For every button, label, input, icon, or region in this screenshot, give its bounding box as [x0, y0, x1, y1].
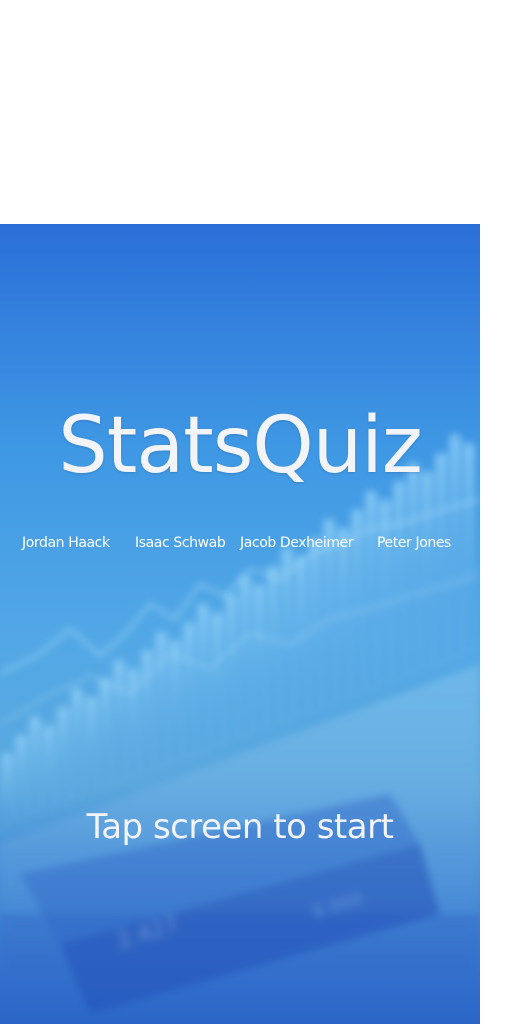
background-bar	[295, 556, 307, 716]
background-bar	[435, 453, 447, 664]
chart-background-art: 2.427 8.994	[0, 434, 480, 1024]
background-bar	[15, 735, 27, 820]
background-bar	[99, 678, 111, 789]
background-bar	[197, 603, 209, 752]
background-bar	[267, 565, 279, 726]
background-bar	[43, 725, 55, 809]
background-bar	[141, 650, 153, 773]
background-bar	[323, 519, 335, 705]
background-bar	[211, 612, 223, 747]
background-bar	[113, 660, 125, 783]
background-bar	[379, 499, 391, 685]
background-bar	[155, 632, 167, 768]
background-bar	[463, 443, 475, 653]
background-bar	[1, 753, 13, 825]
background-bar	[421, 471, 433, 669]
background-bar	[449, 434, 461, 659]
background-bar	[183, 622, 195, 757]
background-bar	[127, 668, 139, 778]
author-name: Isaac Schwab	[135, 535, 226, 551]
background-bar	[407, 462, 419, 674]
author-name: Peter Jones	[377, 535, 451, 551]
background-bar	[365, 491, 377, 690]
background-bar	[253, 584, 265, 731]
background-bar	[337, 527, 349, 700]
background-bar	[29, 716, 41, 815]
background-bar	[239, 575, 251, 737]
background-bar	[85, 697, 97, 794]
author-name: Jacob Dexheimer	[240, 535, 354, 551]
background-bar	[351, 509, 363, 695]
background-bar	[309, 537, 321, 711]
tap-to-start-prompt: Tap screen to start	[86, 807, 394, 847]
background-bar	[393, 481, 405, 679]
background-bar	[169, 640, 181, 763]
background-bar	[71, 688, 83, 799]
author-name: Jordan Haack	[22, 535, 110, 551]
background-bar	[281, 547, 293, 721]
background-bar	[225, 594, 237, 742]
splash-screen[interactable]: 2.427 8.994 StatsQuiz Jordan Haack Isaac…	[0, 224, 480, 1024]
background-bar	[57, 706, 69, 804]
author-list: Jordan Haack Isaac Schwab Jacob Dexheime…	[22, 533, 462, 553]
app-title: StatsQuiz	[58, 401, 423, 491]
